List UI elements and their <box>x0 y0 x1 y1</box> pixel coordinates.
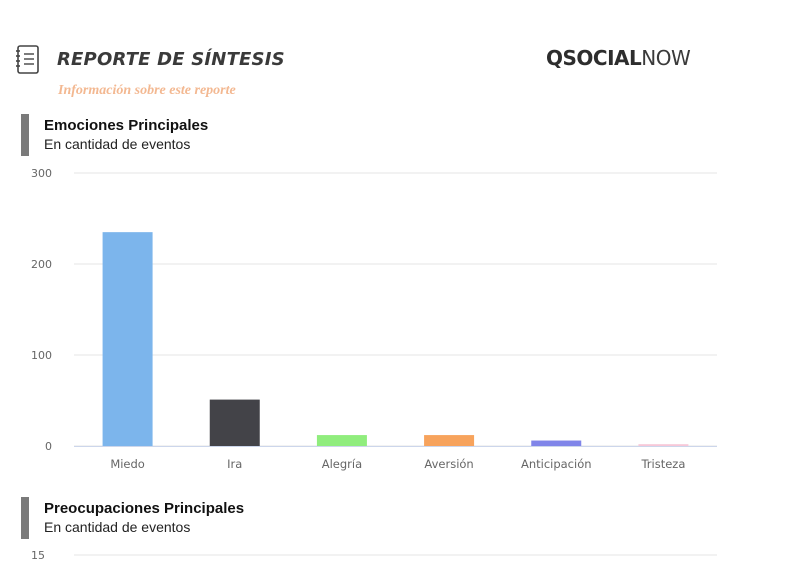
brand-logo-light: NOW <box>641 46 691 70</box>
x-tick-label: Ira <box>227 457 242 471</box>
brand-logo-bold: QSOCIAL <box>546 46 642 70</box>
report-info-link[interactable]: Información sobre este reporte <box>58 83 236 98</box>
y-tick-label: 15 <box>31 549 45 562</box>
bar-aversión <box>424 435 475 446</box>
report-title: REPORTE DE SÍNTESIS <box>57 49 285 70</box>
bar-tristeza <box>638 444 689 446</box>
y-tick-label: 100 <box>31 349 52 362</box>
x-tick-label: Aversión <box>424 457 473 471</box>
report-list-icon <box>16 45 39 74</box>
section-title-emociones: Emociones Principales <box>44 117 209 134</box>
x-tick-label: Miedo <box>110 457 145 471</box>
section-accent-bar <box>21 497 29 539</box>
x-tick-label: Anticipación <box>521 457 592 471</box>
bar-ira <box>209 399 260 446</box>
section-subtitle-emociones: En cantidad de eventos <box>44 136 191 152</box>
brand-logo: QSOCIALNOW <box>546 46 691 70</box>
bar-anticipación <box>531 440 582 446</box>
bar-miedo <box>102 232 153 446</box>
y-tick-label: 200 <box>31 258 52 271</box>
y-tick-label: 300 <box>31 167 52 180</box>
section-accent-bar <box>21 114 29 156</box>
section-subtitle-preocupaciones: En cantidad de eventos <box>44 519 191 535</box>
section-title-preocupaciones: Preocupaciones Principales <box>44 500 245 517</box>
x-tick-label: Tristeza <box>640 457 685 471</box>
bar-alegría <box>316 435 367 446</box>
x-tick-label: Alegría <box>322 457 362 471</box>
y-tick-label: 0 <box>45 440 52 453</box>
